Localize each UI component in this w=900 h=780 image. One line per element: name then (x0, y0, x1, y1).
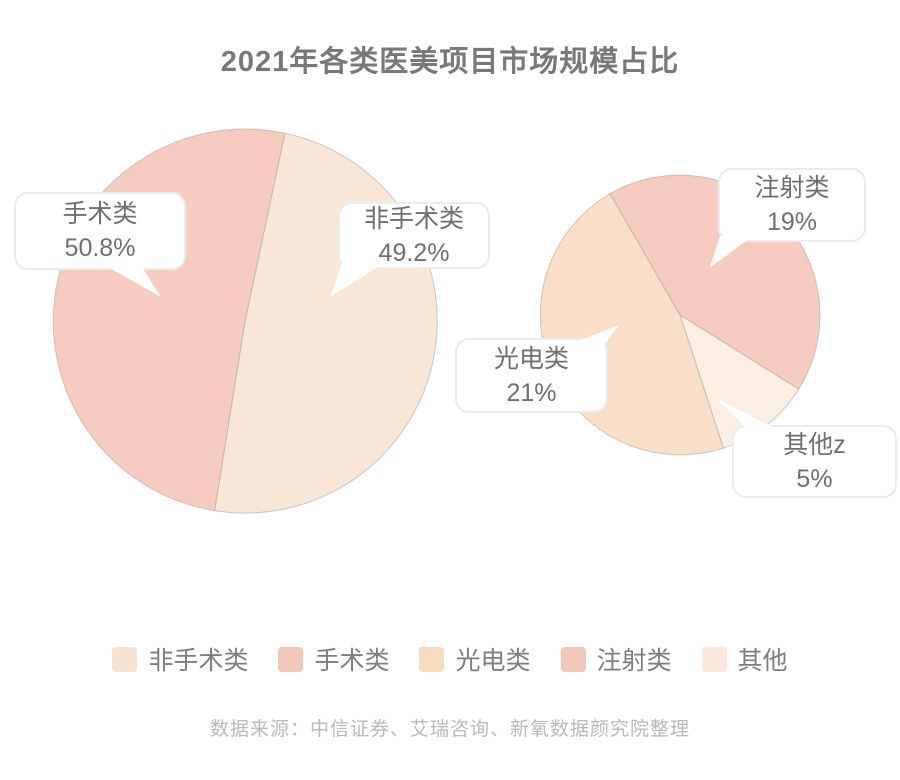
legend-label-other: 其他 (737, 647, 788, 675)
callout-non-surgical: 非手术类 49.2% (338, 202, 490, 269)
callout-injection-label: 注射类 (754, 174, 830, 202)
callout-surgical-label: 手术类 (62, 200, 138, 228)
legend: 非手术类 手术类 光电类 注射类 其他 (0, 641, 900, 677)
legend-item-injection[interactable]: 注射类 (560, 641, 672, 677)
legend-label-non-surgical: 非手术类 (148, 647, 249, 675)
legend-swatch-non-surgical (112, 646, 138, 672)
legend-label-surgical: 手术类 (314, 647, 390, 675)
callout-surgical-value: 50.8% (64, 234, 136, 262)
legend-item-photoelectric[interactable]: 光电类 (419, 641, 531, 677)
data-source: 数据来源：中信证券、艾瑞咨询、新氧数据颜究院整理 (209, 719, 690, 740)
callout-injection: 注射类 19% (718, 168, 866, 242)
callout-non-surgical-value: 49.2% (378, 238, 450, 267)
callout-photoelectric-value: 21% (506, 378, 557, 407)
callout-surgical: 手术类 50.8% (14, 192, 186, 270)
callout-other-value: 5% (796, 464, 833, 493)
callout-non-surgical-label: 非手术类 (363, 204, 464, 233)
pie-charts-canvas (52, 128, 821, 514)
legend-swatch-injection (560, 646, 586, 672)
chart-title: 2021年各类医美项目市场规模占比 (220, 46, 680, 78)
legend-item-non-surgical[interactable]: 非手术类 (112, 641, 248, 677)
legend-swatch-photoelectric (419, 646, 445, 672)
legend-item-other[interactable]: 其他 (701, 641, 788, 677)
legend-swatch-other (701, 646, 727, 672)
legend-label-photoelectric: 光电类 (455, 647, 531, 675)
callout-injection-value: 19% (766, 208, 818, 236)
callout-other-label: 其他z (783, 430, 846, 459)
legend-label-injection: 注射类 (596, 647, 672, 675)
callout-photoelectric: 光电类 21% (455, 338, 608, 413)
legend-item-surgical[interactable]: 手术类 (278, 641, 389, 677)
legend-swatch-surgical (278, 646, 304, 672)
callout-photoelectric-label: 光电类 (493, 344, 569, 373)
callout-other: 其他z 5% (732, 425, 897, 498)
